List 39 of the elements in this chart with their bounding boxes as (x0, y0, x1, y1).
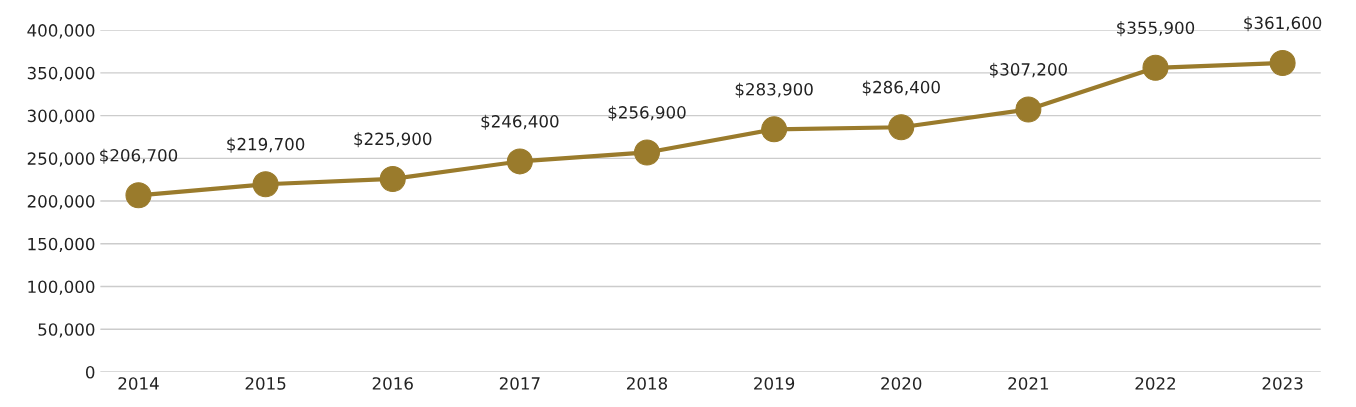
point (506, 148, 533, 175)
y-tick-label: 0 (85, 365, 95, 379)
data-label: $355,900 (1117, 21, 1195, 37)
data-label: $361,600 (1244, 16, 1322, 32)
x-tick-label: 2019 (754, 377, 795, 390)
x-tick-label: 2015 (245, 377, 286, 390)
point (761, 116, 788, 143)
data-label: $283,900 (735, 82, 813, 98)
data-label: $246,400 (481, 114, 559, 130)
data-label: $206,700 (100, 148, 178, 164)
data-label: $256,900 (608, 105, 686, 121)
x-tick-label: 2017 (499, 377, 540, 390)
x-tick-label: 2022 (1135, 377, 1176, 390)
point (1142, 54, 1169, 81)
data-label: $286,400 (862, 80, 940, 96)
y-tick-label: 150,000 (28, 237, 95, 253)
point (125, 182, 152, 209)
x-tick-label: 2021 (1008, 377, 1049, 390)
point (1015, 96, 1042, 123)
y-tick-label: 400,000 (27, 24, 95, 39)
x-tick-label: 2016 (372, 377, 413, 390)
y-tick-label: 200,000 (27, 195, 95, 210)
x-tick-label: 2018 (626, 377, 668, 390)
point (633, 139, 660, 166)
y-tick-label: 300,000 (27, 109, 95, 124)
y-tick-label: 350,000 (27, 66, 95, 82)
point (252, 171, 279, 198)
x-tick-label: 2020 (881, 377, 922, 390)
data-label: $225,900 (354, 132, 432, 148)
x-tick-label: 2014 (118, 377, 159, 390)
point (379, 165, 406, 192)
data-label: $307,200 (989, 62, 1068, 78)
y-tick-label: 50,000 (38, 323, 95, 338)
x-tick-label: 2023 (1262, 377, 1303, 390)
y-tick-label: 250,000 (27, 152, 95, 167)
data-label: $219,700 (227, 137, 305, 153)
y-tick-label: 100,000 (28, 280, 95, 295)
point (888, 114, 915, 141)
point (1269, 49, 1296, 76)
